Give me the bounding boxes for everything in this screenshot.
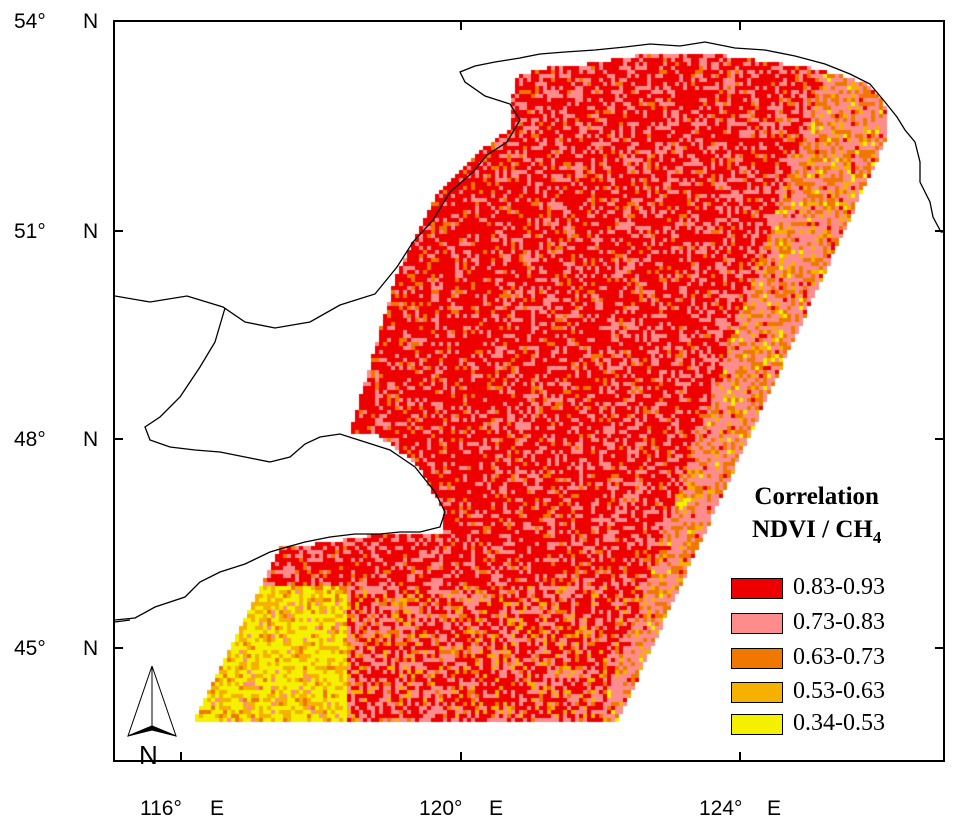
legend-label-3: 0.63-0.73: [793, 644, 885, 670]
legend-title-ndvi-ch: NDVI / CH: [752, 516, 873, 543]
tick-left-48: [113, 438, 123, 440]
lon-hemi-120: E: [489, 797, 504, 820]
tick-bottom-120: [460, 752, 462, 762]
province-boundary-2: [115, 619, 131, 623]
tick-left-51: [113, 230, 123, 232]
lat-label-48: 48°: [14, 428, 46, 451]
lat-label-51: 51°: [14, 220, 46, 243]
lon-label-116: 116°: [140, 797, 182, 820]
tick-right-51: [935, 230, 945, 232]
legend-label-4: 0.53-0.63: [793, 678, 885, 704]
tick-right-45: [935, 647, 945, 649]
province-boundary-1: [115, 307, 446, 621]
map-frame: [113, 20, 945, 762]
tick-bottom-124: [739, 752, 741, 762]
boundary-overlay: [115, 41, 943, 623]
legend-label-2: 0.73-0.83: [793, 609, 885, 635]
north-arrow-icon: [127, 665, 177, 737]
legend-swatch-5: [731, 714, 783, 735]
tick-left-54: [113, 20, 123, 22]
legend-label-5: 0.34-0.53: [793, 710, 885, 736]
tick-top-120: [460, 20, 462, 30]
lat-hemi-48: N: [83, 428, 99, 451]
lat-label-54: 54°: [14, 10, 46, 33]
legend-title-line1: Correlation: [754, 483, 879, 510]
tick-right-48: [935, 438, 945, 440]
legend-label-1: 0.83-0.93: [793, 574, 885, 600]
lat-hemi-45: N: [83, 637, 99, 660]
tick-top-124: [739, 20, 741, 30]
legend-title-line2: NDVI / CH4: [752, 513, 881, 554]
lon-label-124: 124°: [699, 797, 743, 820]
lon-hemi-124: E: [767, 797, 782, 820]
legend-title: Correlation NDVI / CH4: [752, 480, 881, 554]
lat-label-45: 45°: [14, 637, 46, 660]
legend-swatch-1: [731, 578, 783, 599]
lat-hemi-54: N: [83, 10, 99, 33]
legend-swatch-3: [731, 648, 783, 669]
country-boundary-north: [115, 41, 943, 329]
legend-swatch-4: [731, 682, 783, 703]
tick-left-45: [113, 647, 123, 649]
lon-label-120: 120°: [419, 797, 463, 820]
north-arrow-label: N: [139, 740, 158, 770]
lat-hemi-51: N: [83, 220, 99, 243]
correlation-raster: [115, 22, 943, 760]
legend-title-subscript: 4: [872, 528, 882, 547]
lon-hemi-116: E: [210, 797, 225, 820]
legend-swatch-2: [731, 613, 783, 634]
tick-bottom-116: [180, 752, 182, 762]
